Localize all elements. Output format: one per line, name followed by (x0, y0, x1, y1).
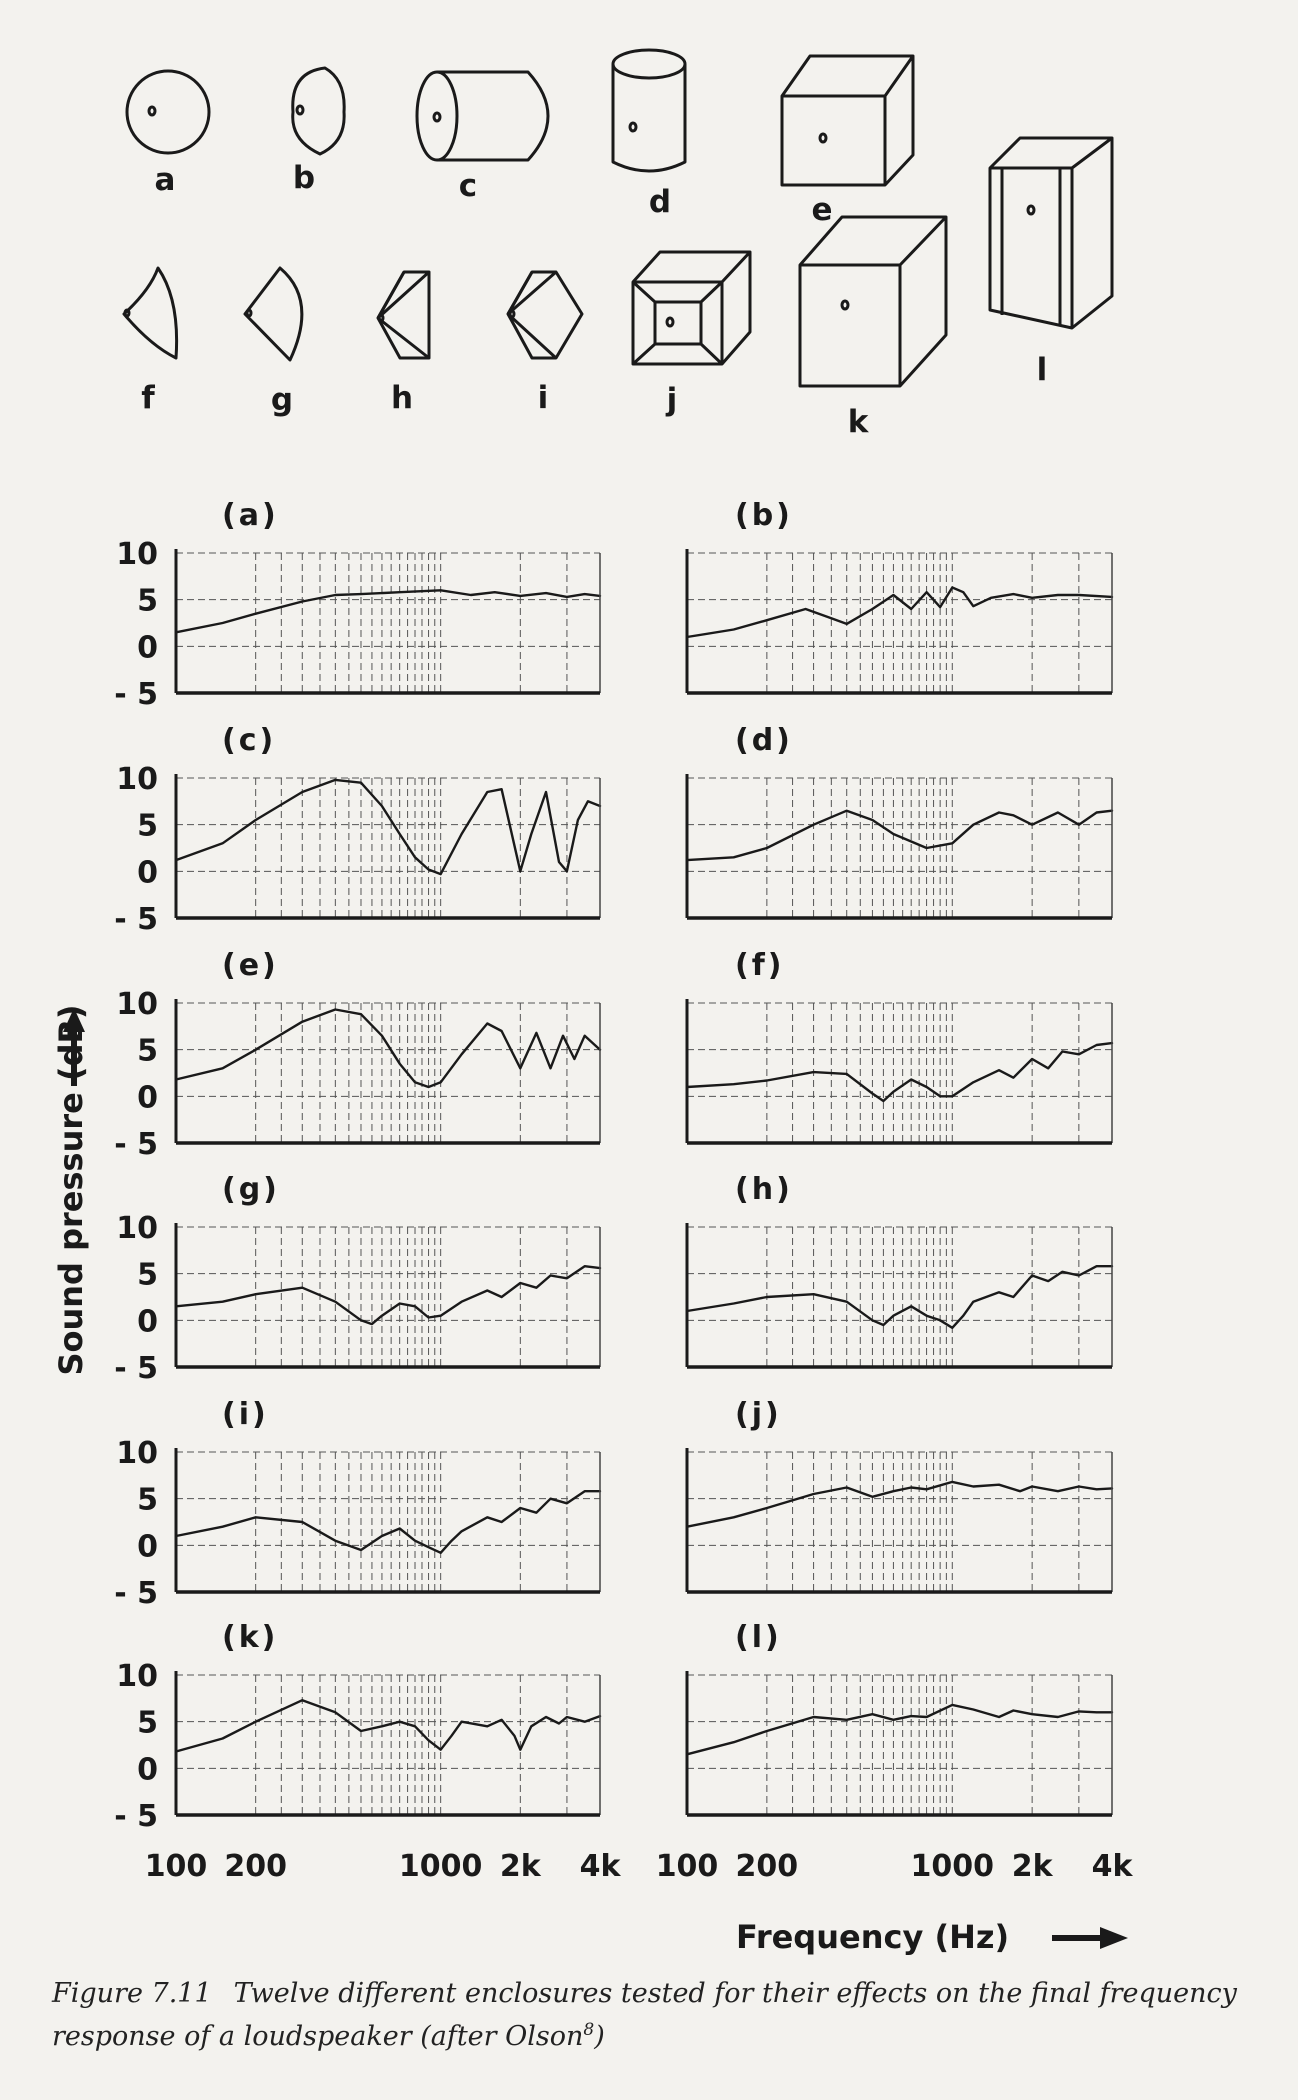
y-tick-label: 5 (137, 1258, 158, 1293)
enclosure-box-e (780, 54, 915, 187)
response-curve-11 (174, 1699, 602, 1753)
panel-label: (j) (735, 1397, 782, 1432)
y-tick-label: 10 (116, 537, 158, 572)
x-tick-label: 2k (500, 1849, 542, 1884)
enclosure-letter-j: j (665, 382, 678, 418)
panel-label: (f) (735, 948, 784, 983)
y-tick-label: 0 (137, 855, 158, 890)
x-tick-label: 100 (145, 1849, 208, 1884)
x-tick-label: 200 (736, 1849, 799, 1884)
enclosure-sphere-a (125, 69, 211, 155)
y-tick-label: 5 (137, 1483, 158, 1518)
y-axis-arrow-icon (63, 1008, 85, 1086)
y-tick-label: 0 (137, 1304, 158, 1339)
x-tick-label: 100 (656, 1849, 719, 1884)
x-tick-label: 1000 (911, 1849, 995, 1884)
y-tick-label: - 5 (114, 1799, 158, 1834)
enclosure-cylinder-c (415, 70, 550, 162)
enclosure-large-box-k (798, 215, 948, 388)
panel-label: (d) (735, 723, 793, 758)
panel-label: (b) (735, 498, 793, 533)
x-tick-label: 200 (224, 1849, 287, 1884)
y-tick-label: - 5 (114, 902, 158, 937)
panel-label: (g) (222, 1172, 280, 1207)
x-tick-label: 1000 (399, 1849, 483, 1884)
y-tick-label: - 5 (114, 1576, 158, 1611)
response-curve-7 (174, 1265, 602, 1326)
enclosure-letter-f: f (141, 380, 155, 416)
response-curve-9 (174, 1490, 602, 1554)
x-tick-label: 2k (1012, 1849, 1054, 1884)
enclosure-f (122, 266, 179, 360)
enclosure-letter-g: g (271, 382, 293, 418)
response-curve-4 (685, 809, 1114, 862)
x-axis-label: Frequency (Hz) (736, 1918, 1009, 1956)
y-tick-label: 0 (137, 1080, 158, 1115)
y-tick-label: 10 (116, 1211, 158, 1246)
y-tick-label: 5 (137, 584, 158, 619)
y-tick-label: - 5 (114, 1351, 158, 1386)
panel-label: (c) (222, 723, 276, 758)
y-tick-label: 0 (137, 1529, 158, 1564)
caption-text: Twelve different enclosures tested for t… (52, 1978, 1237, 2052)
enclosure-letter-e: e (811, 192, 832, 228)
enclosure-cylinder-d (611, 48, 687, 173)
enclosure-letter-k: k (848, 404, 870, 440)
response-curve-8 (685, 1265, 1114, 1329)
enclosure-framed-box-j (631, 250, 752, 366)
panel-label: (l) (735, 1620, 782, 1655)
y-tick-label: 10 (116, 1436, 158, 1471)
enclosure-letter-h: h (391, 380, 413, 416)
y-tick-label: 5 (137, 1034, 158, 1069)
enclosure-cone-b (291, 66, 346, 156)
response-curve-12 (685, 1703, 1114, 1756)
y-tick-label: 5 (137, 1706, 158, 1741)
enclosure-tall-box-l (988, 136, 1114, 330)
panel-label: (i) (222, 1397, 269, 1432)
y-tick-label: 10 (116, 987, 158, 1022)
response-curve-3 (174, 778, 602, 876)
response-curve-6 (685, 1041, 1114, 1103)
enclosure-g (243, 266, 304, 362)
enclosure-i (506, 270, 584, 360)
enclosure-letter-a: a (155, 162, 176, 198)
x-axis-arrow-icon (1052, 1927, 1128, 1949)
panel-label: (a) (222, 498, 279, 533)
response-curve-1 (174, 589, 602, 634)
figure-caption: Figure 7.11 Twelve different enclosures t… (52, 1975, 1272, 2055)
figure-number: Figure 7.11 (52, 1978, 212, 2009)
y-tick-label: 5 (137, 809, 158, 844)
caption-reference: 8 (583, 2020, 595, 2040)
enclosure-letter-d: d (649, 184, 671, 220)
panel-label: (k) (222, 1620, 278, 1655)
y-tick-label: - 5 (114, 677, 158, 712)
x-tick-label: 4k (1092, 1849, 1134, 1884)
enclosure-h (376, 270, 431, 360)
y-tick-label: - 5 (114, 1127, 158, 1162)
y-tick-label: 0 (137, 630, 158, 665)
caption-close: ) (594, 2021, 605, 2052)
y-tick-label: 10 (116, 1659, 158, 1694)
frequency-response-charts: (a) 10 5 0 - 5 (b) (c) 10 5 0 - 5 (d) (e) 10 5 0 - 5 (f) (… (52, 498, 1134, 1956)
x-tick-label: 4k (580, 1849, 622, 1884)
panel-label: (h) (735, 1172, 793, 1207)
enclosure-letter-b: b (293, 160, 315, 196)
response-curve-10 (685, 1480, 1114, 1528)
response-curve-2 (685, 586, 1114, 639)
response-curve-5 (174, 1008, 602, 1089)
y-tick-label: 0 (137, 1752, 158, 1787)
enclosure-letter-l: l (1037, 352, 1048, 388)
y-tick-label: 10 (116, 762, 158, 797)
enclosure-letter-c: c (459, 168, 477, 204)
enclosure-letter-i: i (538, 380, 549, 416)
enclosure-diagrams: a b c d e f g h i j k l (122, 48, 1114, 440)
panel-label: (e) (222, 948, 279, 983)
